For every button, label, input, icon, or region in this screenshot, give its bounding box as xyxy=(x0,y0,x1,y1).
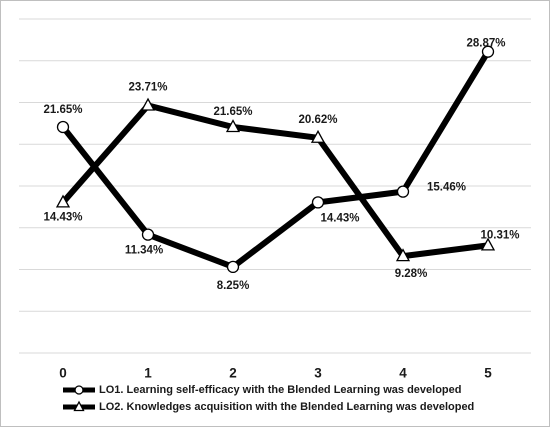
triangle-marker xyxy=(225,119,241,133)
series-line-2 xyxy=(60,102,489,260)
x-tick-label: 4 xyxy=(399,366,407,381)
legend-circle-marker xyxy=(74,385,84,395)
data-label: 11.34% xyxy=(125,245,163,257)
data-label: 9.28% xyxy=(395,268,428,280)
circle-marker xyxy=(141,228,155,241)
data-label: 21.65% xyxy=(43,104,82,116)
x-tick-label: 5 xyxy=(484,366,492,381)
circle-marker xyxy=(311,196,325,209)
series-lines xyxy=(60,50,491,271)
data-label: 20.62% xyxy=(298,114,337,126)
series-markers xyxy=(55,45,496,274)
series-line-1 xyxy=(60,50,491,271)
x-tick-label: 2 xyxy=(229,366,237,381)
data-label: 14.43% xyxy=(320,212,359,224)
circle-marker xyxy=(56,120,70,134)
data-label: 10.31% xyxy=(480,229,519,241)
data-label: 14.43% xyxy=(43,211,82,223)
legend-label: LO2. Knowledges acquisition with the Ble… xyxy=(99,401,474,413)
triangle-marker xyxy=(55,194,71,208)
data-label: 15.46% xyxy=(427,182,466,194)
legend: LO1. Learning self-efficacy with the Ble… xyxy=(63,384,474,413)
data-label: 8.25% xyxy=(217,280,250,292)
circle-marker xyxy=(226,260,240,274)
triangle-marker xyxy=(395,248,411,262)
gridlines xyxy=(19,18,531,354)
x-tick-label: 3 xyxy=(314,366,322,381)
triangle-marker xyxy=(310,129,326,143)
data-label: 28.87% xyxy=(466,38,505,50)
triangle-marker xyxy=(140,97,156,111)
x-tick-label: 0 xyxy=(59,366,67,381)
x-tick-label: 1 xyxy=(144,366,152,381)
legend-triangle-marker xyxy=(73,400,85,412)
legend-label: LO1. Learning self-efficacy with the Ble… xyxy=(99,384,461,396)
triangle-marker xyxy=(480,237,496,251)
circle-marker xyxy=(396,185,410,198)
data-label: 23.71% xyxy=(128,82,167,94)
data-label: 21.65% xyxy=(213,106,252,118)
circle-marker xyxy=(481,45,495,58)
data-labels: 21.65% 11.34% 8.25% 14.43% 15.46% 28.87% 14.43… xyxy=(43,38,519,292)
x-axis-ticks: 0 1 2 3 4 5 xyxy=(59,366,492,381)
